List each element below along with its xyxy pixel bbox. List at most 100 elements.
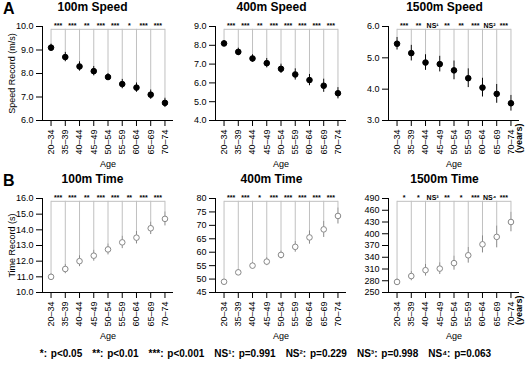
- svg-text:65: 65: [196, 234, 206, 244]
- svg-text:4.0: 4.0: [367, 84, 380, 94]
- svg-text:***: ***: [54, 22, 62, 29]
- svg-text:280: 280: [364, 276, 379, 286]
- svg-text:*: *: [403, 194, 406, 201]
- svg-text:Age: Age: [100, 159, 116, 169]
- svg-text:75: 75: [196, 207, 206, 217]
- svg-text:***: ***: [327, 22, 335, 29]
- svg-text:***: ***: [227, 194, 235, 201]
- svg-text:6.0: 6.0: [21, 115, 34, 125]
- svg-text:70–74: 70–74: [333, 130, 343, 155]
- svg-text:***: ***: [500, 194, 508, 201]
- svg-text:60–64: 60–64: [477, 302, 487, 327]
- svg-text:Age: Age: [446, 331, 462, 341]
- svg-text:45: 45: [196, 287, 206, 297]
- svg-text:*: *: [460, 194, 463, 201]
- svg-text:11.0: 11.0: [17, 272, 34, 282]
- svg-text:7.0: 7.0: [21, 92, 34, 102]
- svg-text:430: 430: [364, 217, 379, 227]
- svg-text:250: 250: [364, 287, 379, 297]
- svg-text:35–39: 35–39: [60, 302, 70, 327]
- svg-text:***: ***: [140, 22, 148, 29]
- svg-text:45–49: 45–49: [262, 130, 272, 155]
- svg-text:NS¹: NS¹: [427, 22, 440, 29]
- svg-text:***: ***: [284, 22, 292, 29]
- svg-text:60–64: 60–64: [477, 130, 487, 155]
- svg-text:6.0: 6.0: [367, 21, 380, 31]
- svg-text:65–69: 65–69: [319, 130, 329, 155]
- svg-text:**: **: [444, 194, 450, 201]
- svg-text:60–64: 60–64: [304, 302, 314, 327]
- svg-text:20–34: 20–34: [46, 130, 56, 155]
- svg-text:370: 370: [364, 240, 379, 250]
- svg-text:65–69: 65–69: [319, 302, 329, 327]
- svg-text:***: ***: [270, 22, 278, 29]
- svg-text:40–44: 40–44: [74, 302, 84, 327]
- svg-text:15.0: 15.0: [16, 209, 34, 219]
- svg-text:55–59: 55–59: [463, 302, 473, 327]
- svg-text:12.0: 12.0: [16, 256, 34, 266]
- svg-text:55–59: 55–59: [290, 302, 300, 327]
- svg-text:(years): (years): [514, 124, 524, 154]
- svg-text:NS²: NS²: [484, 22, 497, 29]
- svg-text:50–54: 50–54: [449, 130, 459, 155]
- svg-text:Speed Record (m/s): Speed Record (m/s): [7, 33, 17, 114]
- svg-text:7.0: 7.0: [194, 59, 207, 69]
- svg-text:***: ***: [241, 194, 249, 201]
- svg-text:35–39: 35–39: [233, 302, 243, 327]
- svg-text:35–39: 35–39: [233, 130, 243, 155]
- svg-text:20–34: 20–34: [219, 130, 229, 155]
- svg-text:65–69: 65–69: [146, 130, 156, 155]
- svg-text:310: 310: [364, 264, 379, 274]
- svg-text:***: ***: [500, 22, 508, 29]
- svg-text:80: 80: [196, 193, 206, 203]
- svg-text:***: ***: [400, 22, 408, 29]
- svg-text:65–69: 65–69: [146, 302, 156, 327]
- svg-text:4.0: 4.0: [194, 115, 207, 125]
- svg-text:70: 70: [196, 220, 206, 230]
- svg-text:***: ***: [111, 22, 119, 29]
- svg-text:45–49: 45–49: [435, 130, 445, 155]
- svg-text:6.0: 6.0: [194, 78, 207, 88]
- svg-text:Age: Age: [446, 159, 462, 169]
- svg-text:45–49: 45–49: [89, 130, 99, 155]
- svg-text:20–34: 20–34: [392, 130, 402, 155]
- svg-text:**: **: [444, 22, 450, 29]
- svg-text:50–54: 50–54: [449, 302, 459, 327]
- svg-text:60: 60: [196, 247, 206, 257]
- svg-text:70–74: 70–74: [333, 302, 343, 327]
- svg-text:50–54: 50–54: [276, 302, 286, 327]
- svg-text:Time Record (s): Time Record (s): [7, 213, 17, 277]
- svg-text:460: 460: [364, 205, 379, 215]
- svg-text:60–64: 60–64: [131, 302, 141, 327]
- svg-text:65–69: 65–69: [492, 302, 502, 327]
- svg-text:**: **: [84, 22, 90, 29]
- svg-text:50: 50: [196, 274, 206, 284]
- svg-text:20–34: 20–34: [392, 302, 402, 327]
- svg-text:*: *: [258, 194, 261, 201]
- svg-text:40–44: 40–44: [420, 130, 430, 155]
- svg-text:***: ***: [241, 22, 249, 29]
- svg-text:NS⁴: NS⁴: [483, 194, 497, 201]
- svg-text:**: **: [127, 194, 133, 201]
- svg-text:*: *: [417, 194, 420, 201]
- svg-text:50–54: 50–54: [103, 302, 113, 327]
- svg-text:***: ***: [140, 194, 148, 201]
- svg-text:***: ***: [154, 22, 162, 29]
- svg-text:490: 490: [364, 193, 379, 203]
- svg-text:***: ***: [284, 194, 292, 201]
- svg-text:340: 340: [364, 252, 379, 262]
- svg-text:10.0: 10.0: [16, 21, 34, 31]
- svg-text:***: ***: [298, 22, 306, 29]
- svg-text:***: ***: [298, 194, 306, 201]
- svg-text:60–64: 60–64: [304, 130, 314, 155]
- svg-text:45–49: 45–49: [89, 302, 99, 327]
- svg-text:***: ***: [154, 194, 162, 201]
- svg-text:55–59: 55–59: [117, 130, 127, 155]
- svg-text:35–39: 35–39: [60, 130, 70, 155]
- svg-text:***: ***: [111, 194, 119, 201]
- svg-text:***: ***: [54, 194, 62, 201]
- svg-text:(years): (years): [514, 296, 524, 326]
- svg-text:***: ***: [97, 194, 105, 201]
- svg-text:70–74: 70–74: [160, 130, 170, 155]
- svg-text:55–59: 55–59: [290, 130, 300, 155]
